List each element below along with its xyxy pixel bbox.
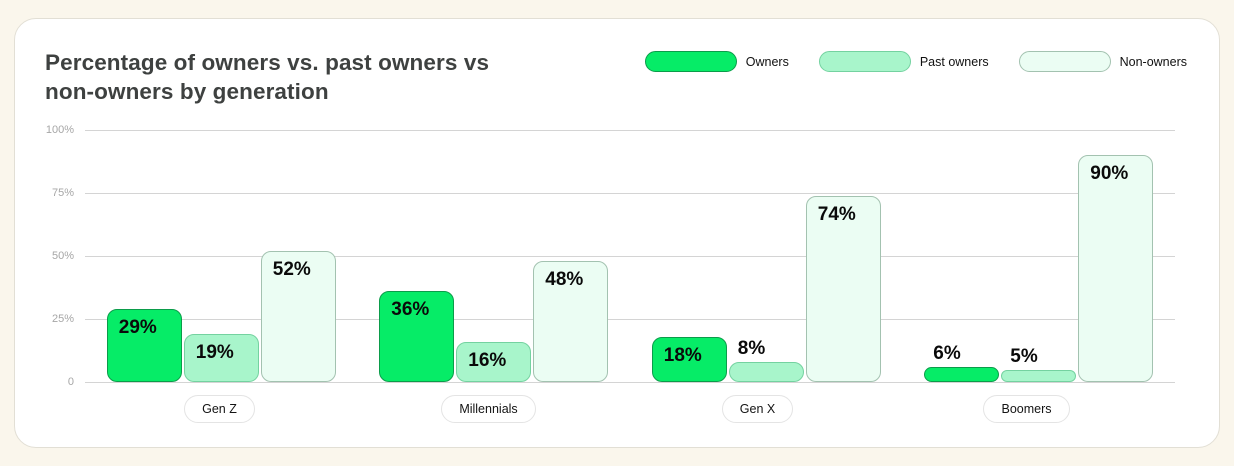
bar-value-label: 6% — [933, 343, 961, 365]
bar-owners-millennials[interactable]: 36% — [379, 291, 455, 383]
chart-area: 100% 75% 50% 25% 0 29% 19% 52% 36% 16% 48% 18% 8% 74%… — [45, 124, 1189, 424]
bar-past-owners-millennials[interactable]: 16% — [456, 341, 532, 383]
bar-past-owners-gen-x[interactable]: 8% — [728, 338, 804, 383]
category-label-millennials: Millennials — [441, 395, 536, 424]
legend-item-past-owners[interactable]: Past owners — [818, 51, 989, 72]
bar-value-label: 36% — [391, 299, 430, 321]
bar-past-owners-boomers[interactable]: 5% — [1001, 346, 1077, 383]
bar-non-owners-boomers[interactable]: 90% — [1078, 155, 1154, 383]
bar-owners-gen-x[interactable]: 18% — [651, 336, 727, 383]
bar-value-label: 52% — [272, 259, 311, 281]
bar-value-label: 18% — [663, 344, 702, 366]
legend-swatch-non-owners — [1018, 51, 1111, 72]
bar-value-label: 19% — [195, 342, 234, 364]
gridline-75 — [85, 193, 1175, 195]
gridline-100 — [85, 130, 1175, 132]
bar-owners-gen-z[interactable]: 29% — [106, 309, 182, 383]
legend: Owners Past owners Non-owners — [644, 51, 1187, 72]
legend-label: Owners — [745, 54, 789, 69]
category-label-gen-z: Gen Z — [184, 395, 255, 424]
bar-group-millennials: 36% 16% 48% — [379, 130, 609, 383]
bar-group-gen-z: 29% 19% 52% — [106, 130, 336, 383]
gridline-25 — [85, 319, 1175, 321]
category-cell-boomers: Boomers — [912, 395, 1141, 424]
legend-item-non-owners[interactable]: Non-owners — [1018, 51, 1187, 72]
legend-label: Past owners — [919, 54, 989, 69]
bar-non-owners-gen-z[interactable]: 52% — [260, 251, 336, 383]
legend-swatch-owners — [644, 51, 737, 72]
chart-card: Percentage of owners vs. past owners vs … — [14, 18, 1220, 448]
x-axis-labels: Gen Z Millennials Gen X Boomers — [85, 395, 1175, 424]
category-cell-gen-z: Gen Z — [105, 395, 334, 424]
bar-value-label: 48% — [545, 269, 584, 291]
gridline-0 — [85, 382, 1175, 384]
plot-area: 100% 75% 50% 25% 0 29% 19% 52% 36% 16% 48% 18% 8% 74%… — [46, 124, 1175, 388]
category-label-boomers: Boomers — [983, 395, 1070, 424]
y-axis-tick-label-0: 0 — [67, 376, 74, 389]
bar-owners-boomers[interactable]: 6% — [924, 343, 1000, 383]
bar-value-label: 29% — [118, 317, 157, 339]
legend-swatch-past-owners — [818, 51, 911, 72]
y-axis-tick-label-75: 75% — [51, 187, 74, 200]
bar-group-gen-x: 18% 8% 74% — [651, 130, 881, 383]
bar-value-label: 90% — [1090, 163, 1129, 185]
y-axis-tick-label-50: 50% — [51, 250, 74, 263]
category-label-gen-x: Gen X — [721, 395, 794, 424]
chart-header: Percentage of owners vs. past owners vs … — [45, 49, 1189, 106]
bar-group-boomers: 6% 5% 90% — [924, 130, 1154, 383]
category-cell-millennials: Millennials — [374, 395, 603, 424]
bar-non-owners-millennials[interactable]: 48% — [533, 261, 609, 383]
chart-title: Percentage of owners vs. past owners vs … — [45, 49, 489, 106]
bar-value-label: 8% — [737, 337, 766, 359]
y-axis-tick-label-100: 100% — [45, 124, 74, 137]
chart-title-line-1: Percentage of owners vs. past owners vs — [45, 50, 490, 75]
bar-value-label: 5% — [1010, 345, 1038, 367]
bar-non-owners-gen-x[interactable]: 74% — [805, 195, 881, 383]
legend-label: Non-owners — [1119, 54, 1187, 69]
bar-value-label: 16% — [468, 349, 507, 371]
y-axis-tick-label-25: 25% — [51, 313, 74, 326]
bar-past-owners-gen-z[interactable]: 19% — [183, 334, 259, 383]
legend-item-owners[interactable]: Owners — [644, 51, 789, 72]
bar-value-label: 74% — [817, 203, 856, 225]
bar-groups: 29% 19% 52% 36% 16% 48% 18% 8% 74% 6% 5% 90% — [85, 130, 1175, 383]
category-cell-gen-x: Gen X — [643, 395, 872, 424]
gridline-50 — [85, 256, 1175, 258]
chart-title-line-2: non-owners by generation — [45, 78, 329, 104]
